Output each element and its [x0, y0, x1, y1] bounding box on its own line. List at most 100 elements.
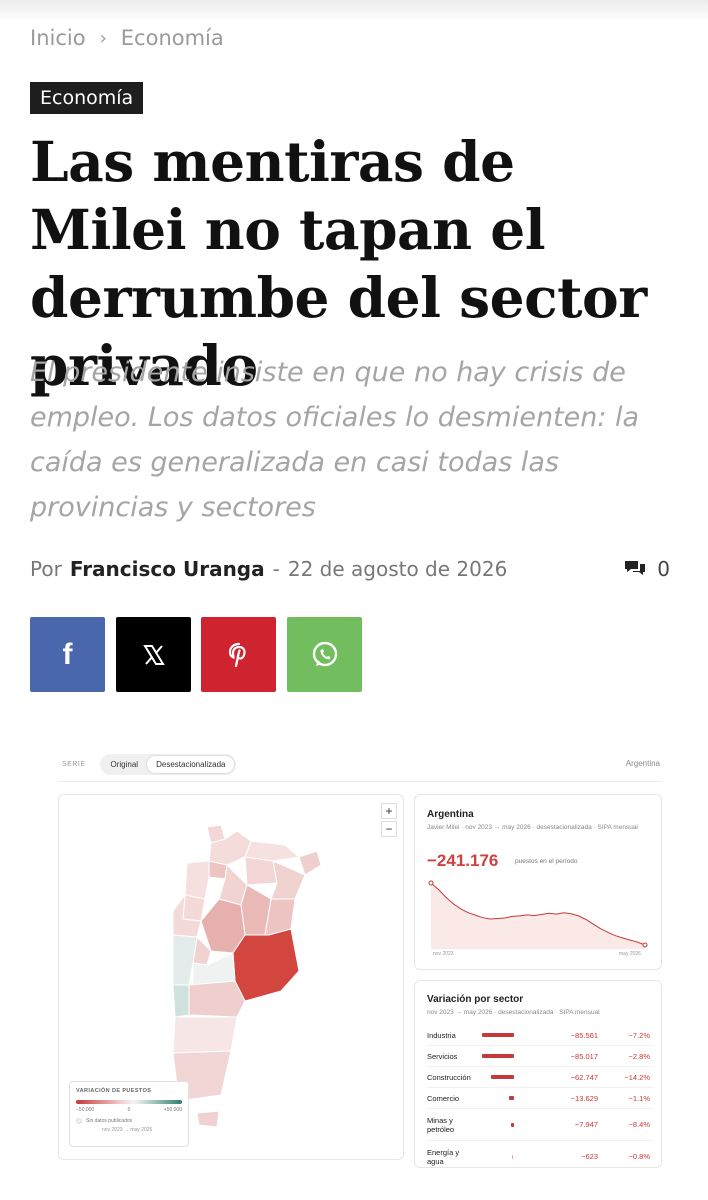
serie-option-desestacionalizada[interactable]: Desestacionalizada — [147, 756, 235, 773]
sector-bar-track — [482, 1121, 526, 1129]
employment-dashboard: SERIE Original Desestacionalizada Argent… — [58, 748, 662, 1168]
sector-name: Construcción — [427, 1072, 471, 1082]
legend-title: VARIACIÓN DE PUESTOS — [76, 1088, 152, 1094]
trend-line — [430, 882, 646, 946]
argentina-summary-card: Argentina Javier Milei · nov 2023 → may … — [414, 794, 662, 970]
map-province-rio-negro — [188, 980, 246, 1018]
sector-percent: −14.2% — [624, 1072, 650, 1082]
sector-name: Minas y petróleo — [427, 1115, 455, 1134]
category-tag[interactable]: Economía — [30, 82, 144, 114]
sector-bar — [512, 1154, 513, 1159]
sector-bar — [511, 1122, 514, 1127]
sector-bar — [508, 1096, 514, 1100]
sector-bar-track — [482, 1031, 526, 1039]
byline: Por Francisco Uranga - 22 de agosto de 2… — [30, 557, 507, 581]
sector-value: −7.947 — [574, 1120, 598, 1129]
map-province-tierra-del-fuego — [196, 1110, 220, 1128]
sector-row[interactable]: Energía y agua −623 −0.8% — [427, 1141, 653, 1167]
trend-x-end: may 2026 — [619, 951, 641, 957]
comments-icon — [625, 561, 646, 575]
legend-min: −50.000 — [76, 1107, 95, 1113]
whatsapp-icon — [312, 641, 337, 666]
trend-end-point — [642, 942, 648, 948]
publish-date: 22 de agosto de 2026 — [287, 557, 508, 581]
breadcrumb: Inicio › Economía — [30, 26, 224, 50]
map-province-buenos-aires — [232, 928, 300, 1002]
argentina-card-subtitle: Javier Milei · nov 2023 → may 2026 · des… — [427, 824, 638, 831]
legend-no-data: Sin datos publicados — [76, 1118, 182, 1124]
map-province-catamarca — [184, 860, 210, 900]
argentina-card-title: Argentina — [427, 809, 474, 820]
trend-area — [431, 883, 645, 949]
region-selector[interactable]: Argentina — [625, 759, 660, 768]
trend-start-point — [428, 880, 434, 886]
map-province-formosa — [244, 840, 301, 862]
sector-breakdown-card: Variación por sector nov 2023 → may 2026… — [414, 980, 662, 1168]
map-province-corrientes — [270, 860, 306, 900]
breadcrumb-home-link[interactable]: Inicio — [30, 26, 86, 50]
map-province-la-rioja — [182, 894, 206, 922]
map-province-la-pampa — [192, 952, 236, 986]
map-legend: VARIACIÓN DE PUESTOS −50.000 0 +50.000 S… — [69, 1081, 189, 1147]
serie-toggle: Original Desestacionalizada — [99, 754, 237, 775]
sector-bar — [490, 1075, 514, 1079]
employment-trend-chart[interactable] — [427, 879, 649, 949]
sector-percent: −0.8% — [628, 1152, 650, 1161]
legend-max: +50.000 — [163, 1107, 182, 1113]
share-facebook-button[interactable]: f — [30, 617, 105, 692]
province-map-card: + − — [58, 794, 404, 1160]
zoom-out-button[interactable]: − — [381, 821, 397, 837]
serie-option-original[interactable]: Original — [110, 760, 139, 769]
sector-bar — [482, 1054, 514, 1058]
map-province-mendoza — [172, 934, 198, 986]
share-pinterest-button[interactable] — [201, 617, 276, 692]
zoom-in-button[interactable]: + — [381, 803, 397, 819]
sector-row[interactable]: Comercio −13.629 −1.1% — [427, 1088, 653, 1109]
sector-row[interactable]: Construcción −62.747 −14.2% — [427, 1067, 653, 1088]
sector-row[interactable]: Minas y petróleo −7.947 −8.4% — [427, 1109, 653, 1141]
sector-bar-track — [482, 1052, 526, 1060]
breadcrumb-separator: › — [99, 27, 107, 49]
trend-x-start: nov 2023 — [433, 951, 454, 957]
sector-row[interactable]: Servicios −85.017 −2.8% — [427, 1046, 653, 1067]
sector-value: −85.561 — [570, 1030, 598, 1040]
article-headline: Las mentiras de Milei no tapan el derrum… — [30, 129, 647, 398]
sector-row[interactable]: Industria −85.561 −7.2% — [427, 1025, 653, 1046]
pinterest-icon — [228, 642, 246, 667]
sector-percent: −2.8% — [628, 1051, 650, 1061]
sector-percent: −1.1% — [628, 1093, 650, 1103]
legend-no-data-label: Sin datos publicados — [86, 1118, 133, 1124]
total-change: −241.176 — [427, 851, 499, 870]
share-whatsapp-button[interactable] — [287, 617, 362, 692]
sector-name: Energía y agua — [427, 1147, 460, 1166]
legend-period: nov 2023 → may 2026 — [102, 1127, 153, 1133]
total-change-label: puestos en el período — [515, 858, 578, 865]
legend-ticks: −50.000 0 +50.000 — [76, 1107, 182, 1113]
breadcrumb-section-link[interactable]: Economía — [120, 26, 224, 50]
legend-mid: 0 — [127, 1107, 131, 1113]
sector-percent: −7.2% — [628, 1030, 650, 1040]
map-province-misiones — [298, 850, 322, 876]
sector-bar-track — [482, 1073, 526, 1081]
dashboard-toolbar: SERIE Original Desestacionalizada Argent… — [58, 748, 662, 782]
legend-gradient — [76, 1100, 182, 1104]
sector-name: Comercio — [427, 1093, 460, 1103]
sector-card-subtitle: nov 2023 → may 2026 · desestacionalizada… — [427, 1009, 600, 1016]
sector-card-title: Variación por sector — [427, 994, 524, 1005]
sector-percent: −8.4% — [628, 1120, 650, 1129]
x-icon — [142, 644, 165, 665]
share-x-button[interactable] — [116, 617, 191, 692]
map-province-neuquen — [172, 984, 190, 1018]
sector-value: −85.017 — [570, 1051, 598, 1061]
sector-value: −13.629 — [570, 1093, 598, 1103]
comments-link[interactable]: 0 — [623, 557, 670, 581]
top-shadow — [0, 0, 708, 22]
sector-bar-track — [482, 1153, 526, 1161]
sector-bar-track — [482, 1094, 526, 1102]
sector-value: −62.747 — [570, 1072, 598, 1082]
facebook-icon: f — [62, 637, 73, 671]
sector-bar — [482, 1033, 514, 1037]
sector-name: Industria — [427, 1030, 456, 1040]
author-link[interactable]: Francisco Uranga — [69, 557, 265, 581]
comments-count: 0 — [657, 557, 670, 581]
